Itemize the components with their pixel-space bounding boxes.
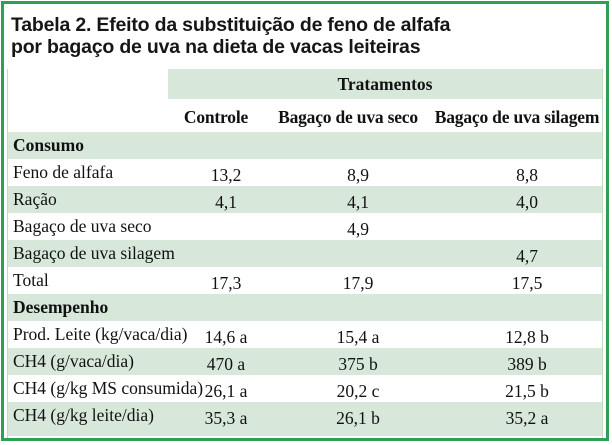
column-header-bagaco-silagem: Bagaço de uva silagem bbox=[434, 107, 600, 127]
cell-value: 375 b bbox=[338, 353, 378, 374]
table-title-line2: por bagaço de uva na dieta de vacas leit… bbox=[11, 36, 421, 58]
cell-value: 12,8 b bbox=[505, 326, 549, 347]
table-title-line1: Tabela 2. Efeito da substituição de feno… bbox=[11, 14, 451, 36]
cell-value: 4,1 bbox=[347, 191, 369, 212]
table-row: CH4 (g/kg MS consumida) 26,1 a 20,2 c 21… bbox=[8, 375, 602, 402]
data-table: Tratamentos Controle Bagaço de uva seco … bbox=[7, 69, 603, 438]
cell-value: 35,2 a bbox=[505, 407, 549, 428]
cell-value: 4,1 bbox=[215, 191, 237, 212]
cell-value: 17,9 bbox=[342, 272, 374, 293]
table-title: Tabela 2. Efeito da substituição de feno… bbox=[4, 4, 606, 58]
row-label: CH4 (g/kg MS consumida) bbox=[13, 378, 204, 398]
cell-value bbox=[168, 251, 264, 256]
cell-value bbox=[432, 224, 602, 229]
section-label: Desempenho bbox=[13, 297, 109, 317]
cell-value: 4,9 bbox=[347, 218, 369, 239]
cell-value: 14,6 a bbox=[204, 326, 248, 347]
treatments-band: Tratamentos bbox=[168, 69, 602, 99]
table-row: Feno de alfafa 13,2 8,9 8,8 bbox=[8, 159, 602, 186]
row-label: Ração bbox=[13, 189, 57, 209]
cell-value: 13,2 bbox=[210, 164, 242, 185]
table-row: Ração 4,1 4,1 4,0 bbox=[8, 186, 602, 213]
table-row: Bagaço de uva silagem 4,7 bbox=[8, 240, 602, 267]
cell-value: 17,5 bbox=[511, 272, 543, 293]
column-header-bagaco-seco: Bagaço de uva seco bbox=[278, 107, 418, 127]
cell-value: 26,1 a bbox=[204, 380, 248, 401]
cell-value: 4,7 bbox=[516, 245, 538, 266]
cell-value bbox=[168, 224, 264, 229]
table-row: CH4 (g/kg leite/dia) 35,3 a 26,1 b 35,2 … bbox=[8, 402, 602, 429]
cell-value: 21,5 b bbox=[505, 380, 549, 401]
column-header-controle: Controle bbox=[183, 107, 249, 127]
row-label: CH4 (g/vaca/dia) bbox=[13, 351, 134, 371]
bottom-filler-strip bbox=[8, 429, 602, 436]
row-label: Total bbox=[13, 270, 49, 290]
column-header-row: Controle Bagaço de uva seco Bagaço de uv… bbox=[8, 99, 602, 132]
section-label: Consumo bbox=[13, 135, 84, 155]
row-label: Prod. Leite (kg/vaca/dia) bbox=[13, 324, 188, 344]
cell-value: 15,4 a bbox=[336, 326, 380, 347]
section-header-consumo: Consumo bbox=[8, 132, 602, 159]
treatments-band-row: Tratamentos bbox=[8, 69, 602, 99]
row-label: CH4 (g/kg leite/dia) bbox=[13, 405, 154, 425]
row-label: Feno de alfafa bbox=[13, 162, 114, 182]
cell-value: 4,0 bbox=[516, 191, 538, 212]
cell-value: 8,9 bbox=[347, 164, 369, 185]
cell-value: 389 b bbox=[507, 353, 547, 374]
table-row: Total 17,3 17,9 17,5 bbox=[8, 267, 602, 294]
cell-value: 20,2 c bbox=[336, 380, 380, 401]
section-header-desempenho: Desempenho bbox=[8, 294, 602, 321]
cell-value bbox=[264, 251, 432, 256]
cell-value: 17,3 bbox=[210, 272, 242, 293]
cell-value: 26,1 b bbox=[336, 407, 380, 428]
table-row: CH4 (g/vaca/dia) 470 a 375 b 389 b bbox=[8, 348, 602, 375]
table-row: Prod. Leite (kg/vaca/dia) 14,6 a 15,4 a … bbox=[8, 321, 602, 348]
cell-value: 8,8 bbox=[516, 164, 538, 185]
cell-value: 35,3 a bbox=[204, 407, 248, 428]
row-label: Bagaço de uva silagem bbox=[13, 243, 175, 263]
table-row: Bagaço de uva seco 4,9 bbox=[8, 213, 602, 240]
cell-value: 470 a bbox=[206, 353, 246, 374]
row-label: Bagaço de uva seco bbox=[13, 216, 152, 236]
